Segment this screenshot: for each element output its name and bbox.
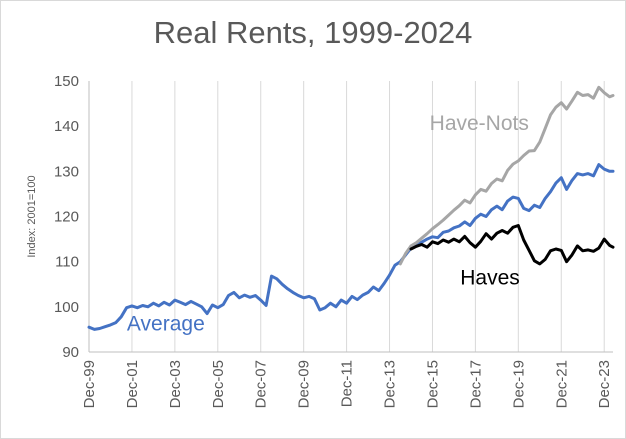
x-tick-label-Dec-13: Dec-13	[382, 360, 399, 408]
series-label-have-nots: Have-Nots	[430, 112, 529, 135]
x-tick-label-Dec-17: Dec-17	[467, 360, 484, 408]
x-tick-label-Dec-23: Dec-23	[596, 360, 613, 408]
labels: Average Have-Nots Haves	[127, 112, 529, 336]
series-lines	[87, 85, 615, 331]
y-tick-label-100: 100	[54, 299, 79, 316]
x-tick-label-Dec-05: Dec-05	[210, 360, 227, 408]
x-tick-label-Dec-01: Dec-01	[124, 360, 141, 408]
series-label-average: Average	[127, 312, 205, 335]
axes: 90 100 110 120 130 140 150 Dec-99 Dec-01 Dec-03 De…	[26, 73, 613, 408]
y-tick-label-110: 110	[55, 254, 79, 271]
x-tick-label-Dec-15: Dec-15	[424, 360, 441, 408]
x-tick-label-Dec-07: Dec-07	[253, 360, 270, 408]
chart-title: Real Rents, 1999-2024	[153, 15, 473, 50]
y-tick-label-140: 140	[54, 118, 79, 135]
x-tick-label-Dec-11: Dec-11	[339, 360, 356, 407]
y-axis-title: Index: 2001=100	[26, 175, 38, 257]
y-tick-label-150: 150	[54, 73, 79, 90]
y-tick-label-90: 90	[62, 344, 79, 361]
x-tick-label-Dec-99: Dec-99	[81, 360, 98, 408]
series-line-haves	[409, 224, 615, 266]
y-tick-label-130: 130	[54, 163, 79, 180]
x-tick-label-Dec-03: Dec-03	[167, 360, 184, 408]
y-tick-label-120: 120	[54, 209, 79, 226]
series-label-haves: Haves	[460, 267, 520, 290]
x-tick-label-Dec-09: Dec-09	[296, 360, 313, 408]
x-tick-label-Dec-19: Dec-19	[510, 360, 527, 408]
series-line-have-nots	[398, 85, 615, 266]
series-line-average	[87, 163, 615, 331]
x-tick-label-Dec-21: Dec-21	[553, 360, 570, 408]
